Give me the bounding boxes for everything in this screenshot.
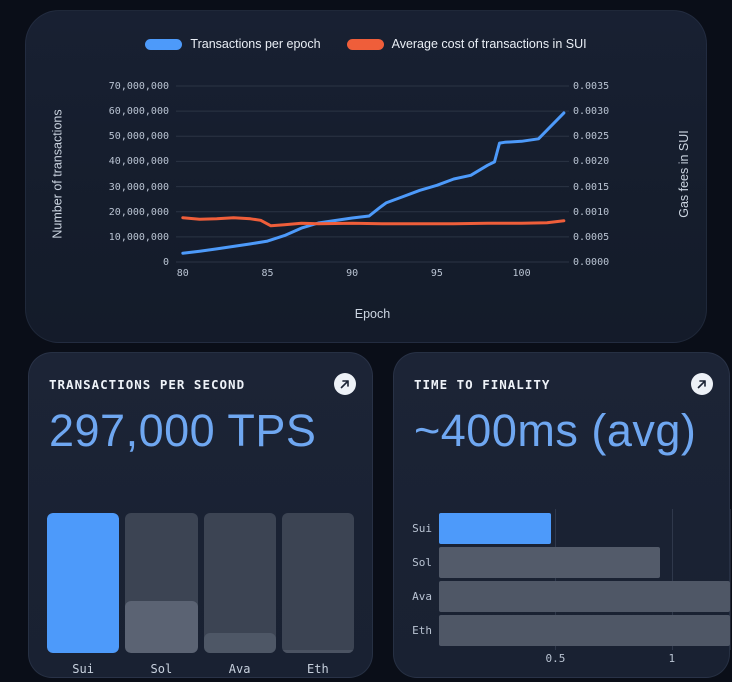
chart-legend: Transactions per epoch Average cost of t… — [26, 37, 706, 51]
x-axis-label: Epoch — [354, 307, 391, 321]
x-axis-ticks: 80 85 90 95 100 — [176, 268, 569, 282]
bar-label: Eth — [307, 662, 329, 676]
x-tick: 80 — [176, 268, 189, 279]
bar-fill-ava — [439, 581, 730, 612]
legend-swatch-orange — [346, 38, 384, 50]
x-tick: 95 — [430, 268, 443, 279]
bar-label: Sol — [412, 556, 432, 569]
bar-track — [203, 513, 276, 653]
finality-bar-chart: 0.5 1 Sui Sol Ava Eth — [394, 509, 731, 669]
x-tick: 100 — [512, 268, 531, 279]
epoch-chart-svg — [176, 85, 569, 263]
y-tick-left: 70,000,000 — [108, 81, 169, 92]
bar-label: Ava — [412, 590, 432, 603]
bar-fill — [203, 633, 276, 653]
series-right-line — [181, 216, 566, 228]
finality-value: ~400ms (avg) — [414, 405, 697, 456]
tps-column-ava: Ava — [203, 513, 276, 676]
legend-label: Transactions per epoch — [190, 37, 321, 51]
y-axis-label-right: Gas fees in SUI — [677, 130, 692, 218]
bar-label: Ava — [228, 662, 251, 676]
series-left-line — [181, 111, 566, 255]
tps-card-title: TRANSACTIONS PER SECOND — [49, 377, 246, 392]
bar-fill — [281, 649, 354, 653]
tps-column-eth: Eth — [281, 513, 354, 676]
tps-column-sol: Sol — [125, 513, 198, 676]
bar-fill-sui — [439, 513, 551, 544]
legend-label: Average cost of transactions in SUI — [391, 37, 587, 51]
tps-column-sui: Sui — [47, 513, 120, 676]
bar-track — [125, 513, 198, 653]
tps-value: 297,000 TPS — [49, 405, 317, 456]
bar-fill — [125, 601, 198, 653]
bar-track — [281, 513, 354, 653]
tps-bar-chart: Sui Sol Ava Eth — [47, 513, 354, 676]
epoch-chart-panel: Transactions per epoch Average cost of t… — [25, 10, 707, 343]
bar-fill-eth — [439, 615, 730, 646]
arrow-up-right-icon — [697, 380, 706, 389]
x-tick: 85 — [261, 268, 274, 279]
bar-fill — [47, 513, 120, 653]
y-axis-ticks-left: 70,000,000 60,000,000 50,000,000 40,000,000… — [26, 81, 169, 268]
arrow-up-right-icon — [340, 380, 349, 389]
finality-card-title: TIME TO FINALITY — [414, 377, 551, 392]
y-tick-right: 0.0010 — [573, 206, 610, 218]
vertical-gridline — [555, 509, 557, 650]
y-tick-left: 40,000,000 — [108, 156, 169, 168]
y-tick-left: 0 — [162, 257, 169, 268]
tps-open-link-button[interactable] — [334, 373, 356, 395]
bar-label: Sui — [412, 522, 432, 535]
y-tick-right: 0.0025 — [573, 131, 610, 143]
y-tick-left: 30,000,000 — [108, 181, 169, 193]
legend-item-transactions[interactable]: Transactions per epoch — [145, 37, 321, 51]
y-tick-right: 0.0035 — [573, 81, 610, 92]
x-tick: 1 — [668, 652, 676, 665]
y-tick-right: 0.0005 — [573, 231, 610, 243]
legend-swatch-blue — [145, 38, 183, 50]
finality-open-link-button[interactable] — [691, 373, 713, 395]
bar-label: Eth — [412, 624, 432, 637]
y-tick-right: 0.0015 — [573, 181, 610, 193]
y-axis-ticks-right: 0.0035 0.0030 0.0025 0.0020 0.0015 0.0010 0.00… — [573, 81, 653, 268]
tps-card: TRANSACTIONS PER SECOND 297,000 TPS Sui S… — [28, 352, 373, 678]
bar-fill-sol — [439, 547, 661, 578]
y-tick-left: 50,000,000 — [108, 131, 169, 143]
x-tick: 90 — [346, 268, 359, 279]
y-tick-left: 60,000,000 — [108, 106, 169, 118]
plot-right-edge — [730, 509, 731, 650]
x-tick: 0.5 — [545, 652, 566, 665]
y-tick-right: 0.0000 — [573, 257, 610, 268]
y-tick-right: 0.0030 — [573, 106, 610, 118]
bar-label: Sui — [72, 662, 94, 676]
legend-item-gas-cost[interactable]: Average cost of transactions in SUI — [346, 37, 587, 51]
bar-track — [47, 513, 120, 653]
y-tick-right: 0.0020 — [573, 156, 610, 168]
y-tick-left: 20,000,000 — [108, 206, 169, 218]
y-tick-left: 10,000,000 — [108, 231, 169, 243]
bar-label: Sol — [150, 662, 173, 676]
finality-card: TIME TO FINALITY ~400ms (avg) 0.5 1 Sui Sol… — [393, 352, 731, 678]
vertical-gridline — [671, 509, 673, 650]
